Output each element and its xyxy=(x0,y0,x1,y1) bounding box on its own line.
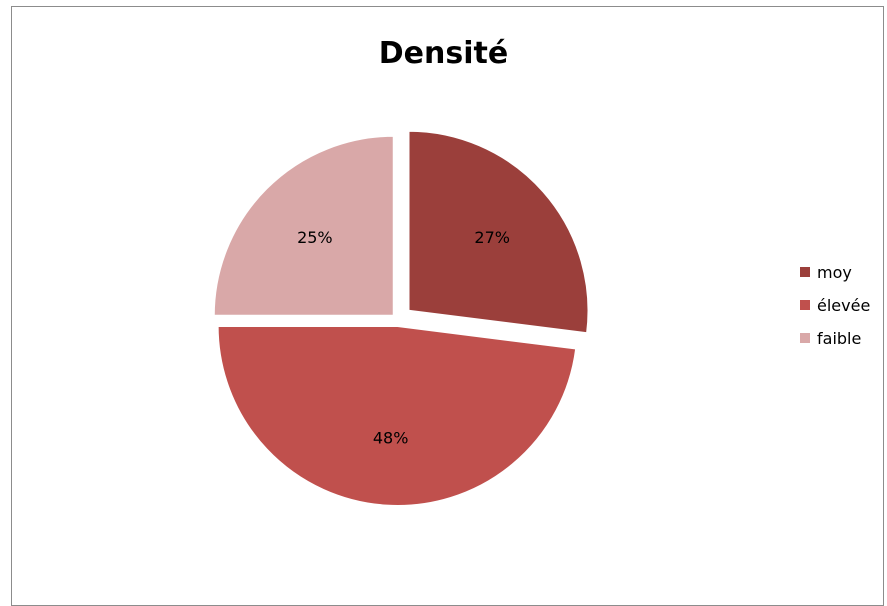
pie-chart: 27% 48% 25% xyxy=(212,129,590,507)
pie-label-faible: 25% xyxy=(297,228,333,247)
legend-label-elevee: élevée xyxy=(817,295,871,315)
pie-slice-moy xyxy=(407,129,590,335)
legend-item-moy: moy xyxy=(800,262,870,282)
legend-item-faible: faible xyxy=(800,328,870,348)
legend-swatch-elevee xyxy=(800,300,810,310)
legend-swatch-moy xyxy=(800,267,810,277)
legend-label-faible: faible xyxy=(817,328,862,348)
pie-label-moy: 27% xyxy=(474,228,510,247)
pie-slice-elevee xyxy=(216,324,578,507)
legend-label-moy: moy xyxy=(817,262,852,282)
legend-item-elevee: élevée xyxy=(800,295,871,315)
legend-swatch-faible xyxy=(800,333,810,343)
chart-title: Densité xyxy=(378,36,509,71)
pie-label-elevee: 48% xyxy=(373,428,409,447)
pie-slice-faible xyxy=(212,134,395,317)
legend: moy élevée faible xyxy=(800,263,870,362)
